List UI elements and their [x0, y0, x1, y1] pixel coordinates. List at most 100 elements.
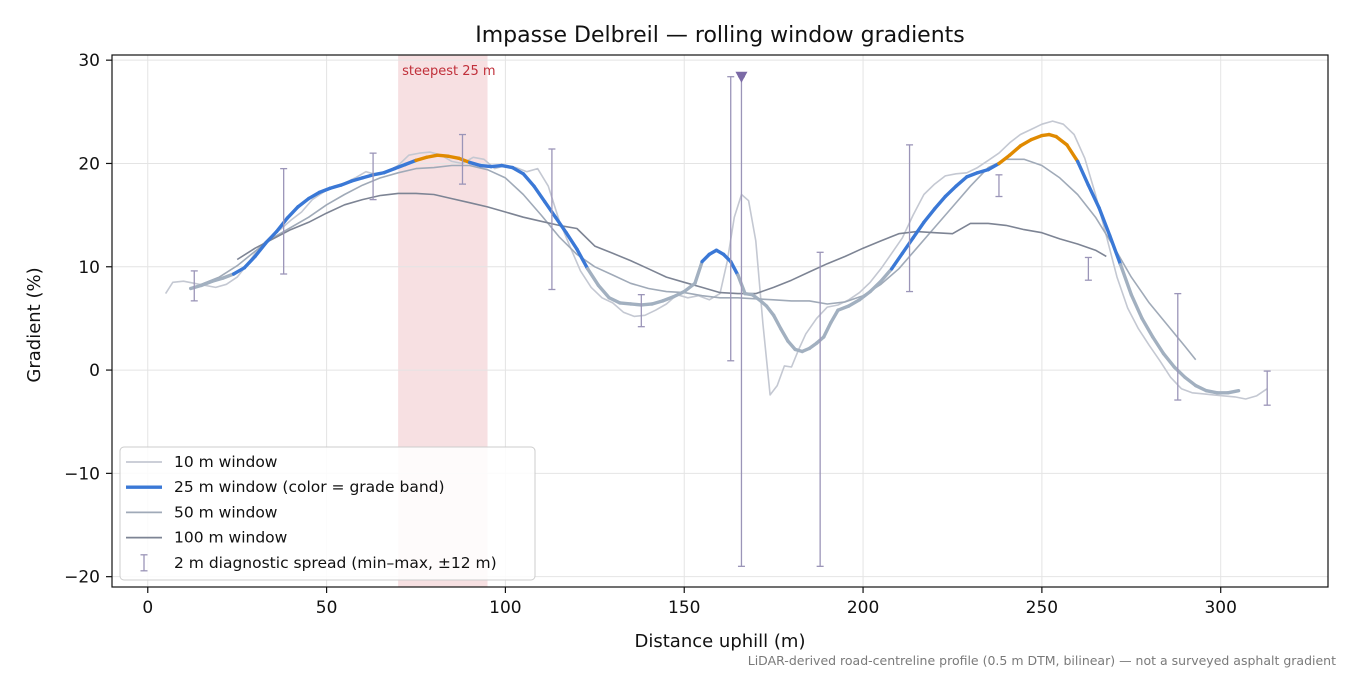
- series-25m-segment: [253, 241, 268, 259]
- series-25m-segment: [382, 166, 397, 175]
- series-25m-segment: [661, 295, 676, 303]
- legend-label-w100: 100 m window: [174, 529, 288, 547]
- series-25m-segment: [231, 266, 247, 276]
- series-25m-segment: [210, 276, 225, 283]
- series-25m-segment: [986, 161, 1001, 172]
- series-25m-segment: [1118, 263, 1133, 297]
- series-25m-segment: [786, 339, 797, 352]
- legend-label-w10: 10 m window: [174, 453, 278, 471]
- series-25m-segment: [1075, 159, 1091, 187]
- y-axis-label: Gradient (%): [24, 267, 45, 382]
- series-25m-segment: [564, 230, 579, 251]
- steepest-label: steepest 25 m: [402, 64, 495, 79]
- series-25m-segment: [607, 296, 622, 305]
- series-25m-segment: [188, 283, 204, 291]
- legend-label-diag: 2 m diagnostic spread (min–max, ±12 m): [174, 554, 497, 572]
- series-25m-segment: [553, 215, 568, 235]
- series-25m-segment: [836, 304, 851, 312]
- series-50m-line: [190, 158, 1197, 361]
- x-tick-label: 250: [1026, 598, 1058, 618]
- y-tick-label: 20: [78, 154, 100, 174]
- series-25m-segment: [1018, 138, 1033, 148]
- series-25m-segment: [457, 156, 472, 165]
- series-25m-segment: [618, 301, 633, 306]
- legend-label-w50: 50 m window: [174, 503, 278, 521]
- series-25m-segment: [954, 175, 969, 188]
- series-25m-segment: [889, 251, 905, 271]
- series-25m-segment: [932, 194, 948, 211]
- series-25m-segment: [900, 236, 915, 256]
- series-25m-segment: [1161, 351, 1176, 369]
- y-tick-label: 0: [89, 361, 100, 381]
- series-25m-segment: [1029, 133, 1044, 142]
- series-25m-segment: [868, 279, 883, 294]
- series-25m-segment: [628, 302, 644, 307]
- series-25m-segment: [650, 299, 665, 306]
- series-25m-segment: [510, 165, 525, 176]
- x-tick-label: 150: [668, 598, 700, 618]
- series-100m-line: [236, 192, 1107, 295]
- series-25m-segment: [414, 155, 429, 163]
- series-25m-segment: [596, 283, 611, 300]
- series-25m-segment: [285, 205, 300, 220]
- series-25m-segment: [997, 153, 1012, 166]
- series-25m-segment: [585, 267, 601, 288]
- series-25m-segment: [328, 183, 343, 190]
- series-25m-segment: [1172, 365, 1187, 379]
- series-25m-segment: [922, 207, 937, 225]
- series-25m-segment: [500, 163, 515, 170]
- series-25m-segment: [1007, 144, 1023, 157]
- series-25m-segment: [392, 162, 407, 171]
- series-25m-segment: [467, 160, 483, 168]
- series-25m-segment: [221, 272, 236, 280]
- series-25m-segment: [307, 190, 322, 201]
- series-25m-segment: [521, 172, 536, 188]
- y-tick-label: 10: [78, 258, 100, 278]
- series-25m-segment: [879, 267, 894, 283]
- series-25m-segment: [1140, 316, 1155, 339]
- series-25m-segment: [1086, 183, 1101, 210]
- x-axis-label: Distance uphill (m): [635, 631, 806, 652]
- x-tick-label: 300: [1204, 598, 1236, 618]
- series-25m-segment: [1108, 234, 1123, 267]
- series-25m-segment: [1054, 134, 1069, 147]
- series-25m-segment: [847, 298, 862, 308]
- series-25m-segment: [1097, 206, 1112, 238]
- series-25m-segment: [943, 184, 958, 199]
- series-25m-segment: [1204, 389, 1219, 395]
- series-25m-segment: [274, 216, 289, 234]
- series-25m-segment: [1151, 335, 1166, 356]
- series-25m-segment: [771, 313, 783, 331]
- series-25m-segment: [339, 179, 354, 187]
- series-25m-segment: [543, 199, 558, 219]
- series-25m-segment: [360, 173, 375, 180]
- series-25m-segment: [478, 163, 493, 169]
- y-tick-label: 30: [78, 51, 100, 71]
- series-25m-segment: [296, 196, 311, 209]
- legend-box: [119, 446, 536, 581]
- series-25m-segment: [975, 167, 990, 175]
- legend-label-w25: 25 m window (color = grade band): [174, 478, 445, 496]
- series-25m-segment: [639, 302, 654, 307]
- series-25m-segment: [242, 254, 257, 270]
- series-25m-segment: [729, 259, 740, 277]
- axes-frame: [111, 54, 1329, 588]
- chart-title: Impasse Delbreil — rolling window gradie…: [475, 23, 965, 48]
- series-25m-segment: [822, 320, 833, 339]
- series-25m-segment: [435, 153, 450, 158]
- series-25m-segment: [911, 220, 926, 240]
- series-25m-segment: [317, 186, 332, 195]
- series-25m-segment: [671, 289, 686, 299]
- series-25m-segment: [371, 171, 386, 177]
- y-tick-label: −10: [64, 464, 100, 484]
- series-25m-segment: [965, 171, 980, 179]
- series-25m-segment: [693, 259, 704, 285]
- series-25m-segment: [425, 153, 440, 159]
- x-tick-label: 200: [847, 598, 879, 618]
- series-25m-segment: [779, 327, 790, 343]
- x-tick-label: 100: [489, 598, 521, 618]
- series-25m-segment: [199, 279, 214, 288]
- x-tick-label: 50: [316, 598, 338, 618]
- series-25m-segment: [575, 247, 590, 271]
